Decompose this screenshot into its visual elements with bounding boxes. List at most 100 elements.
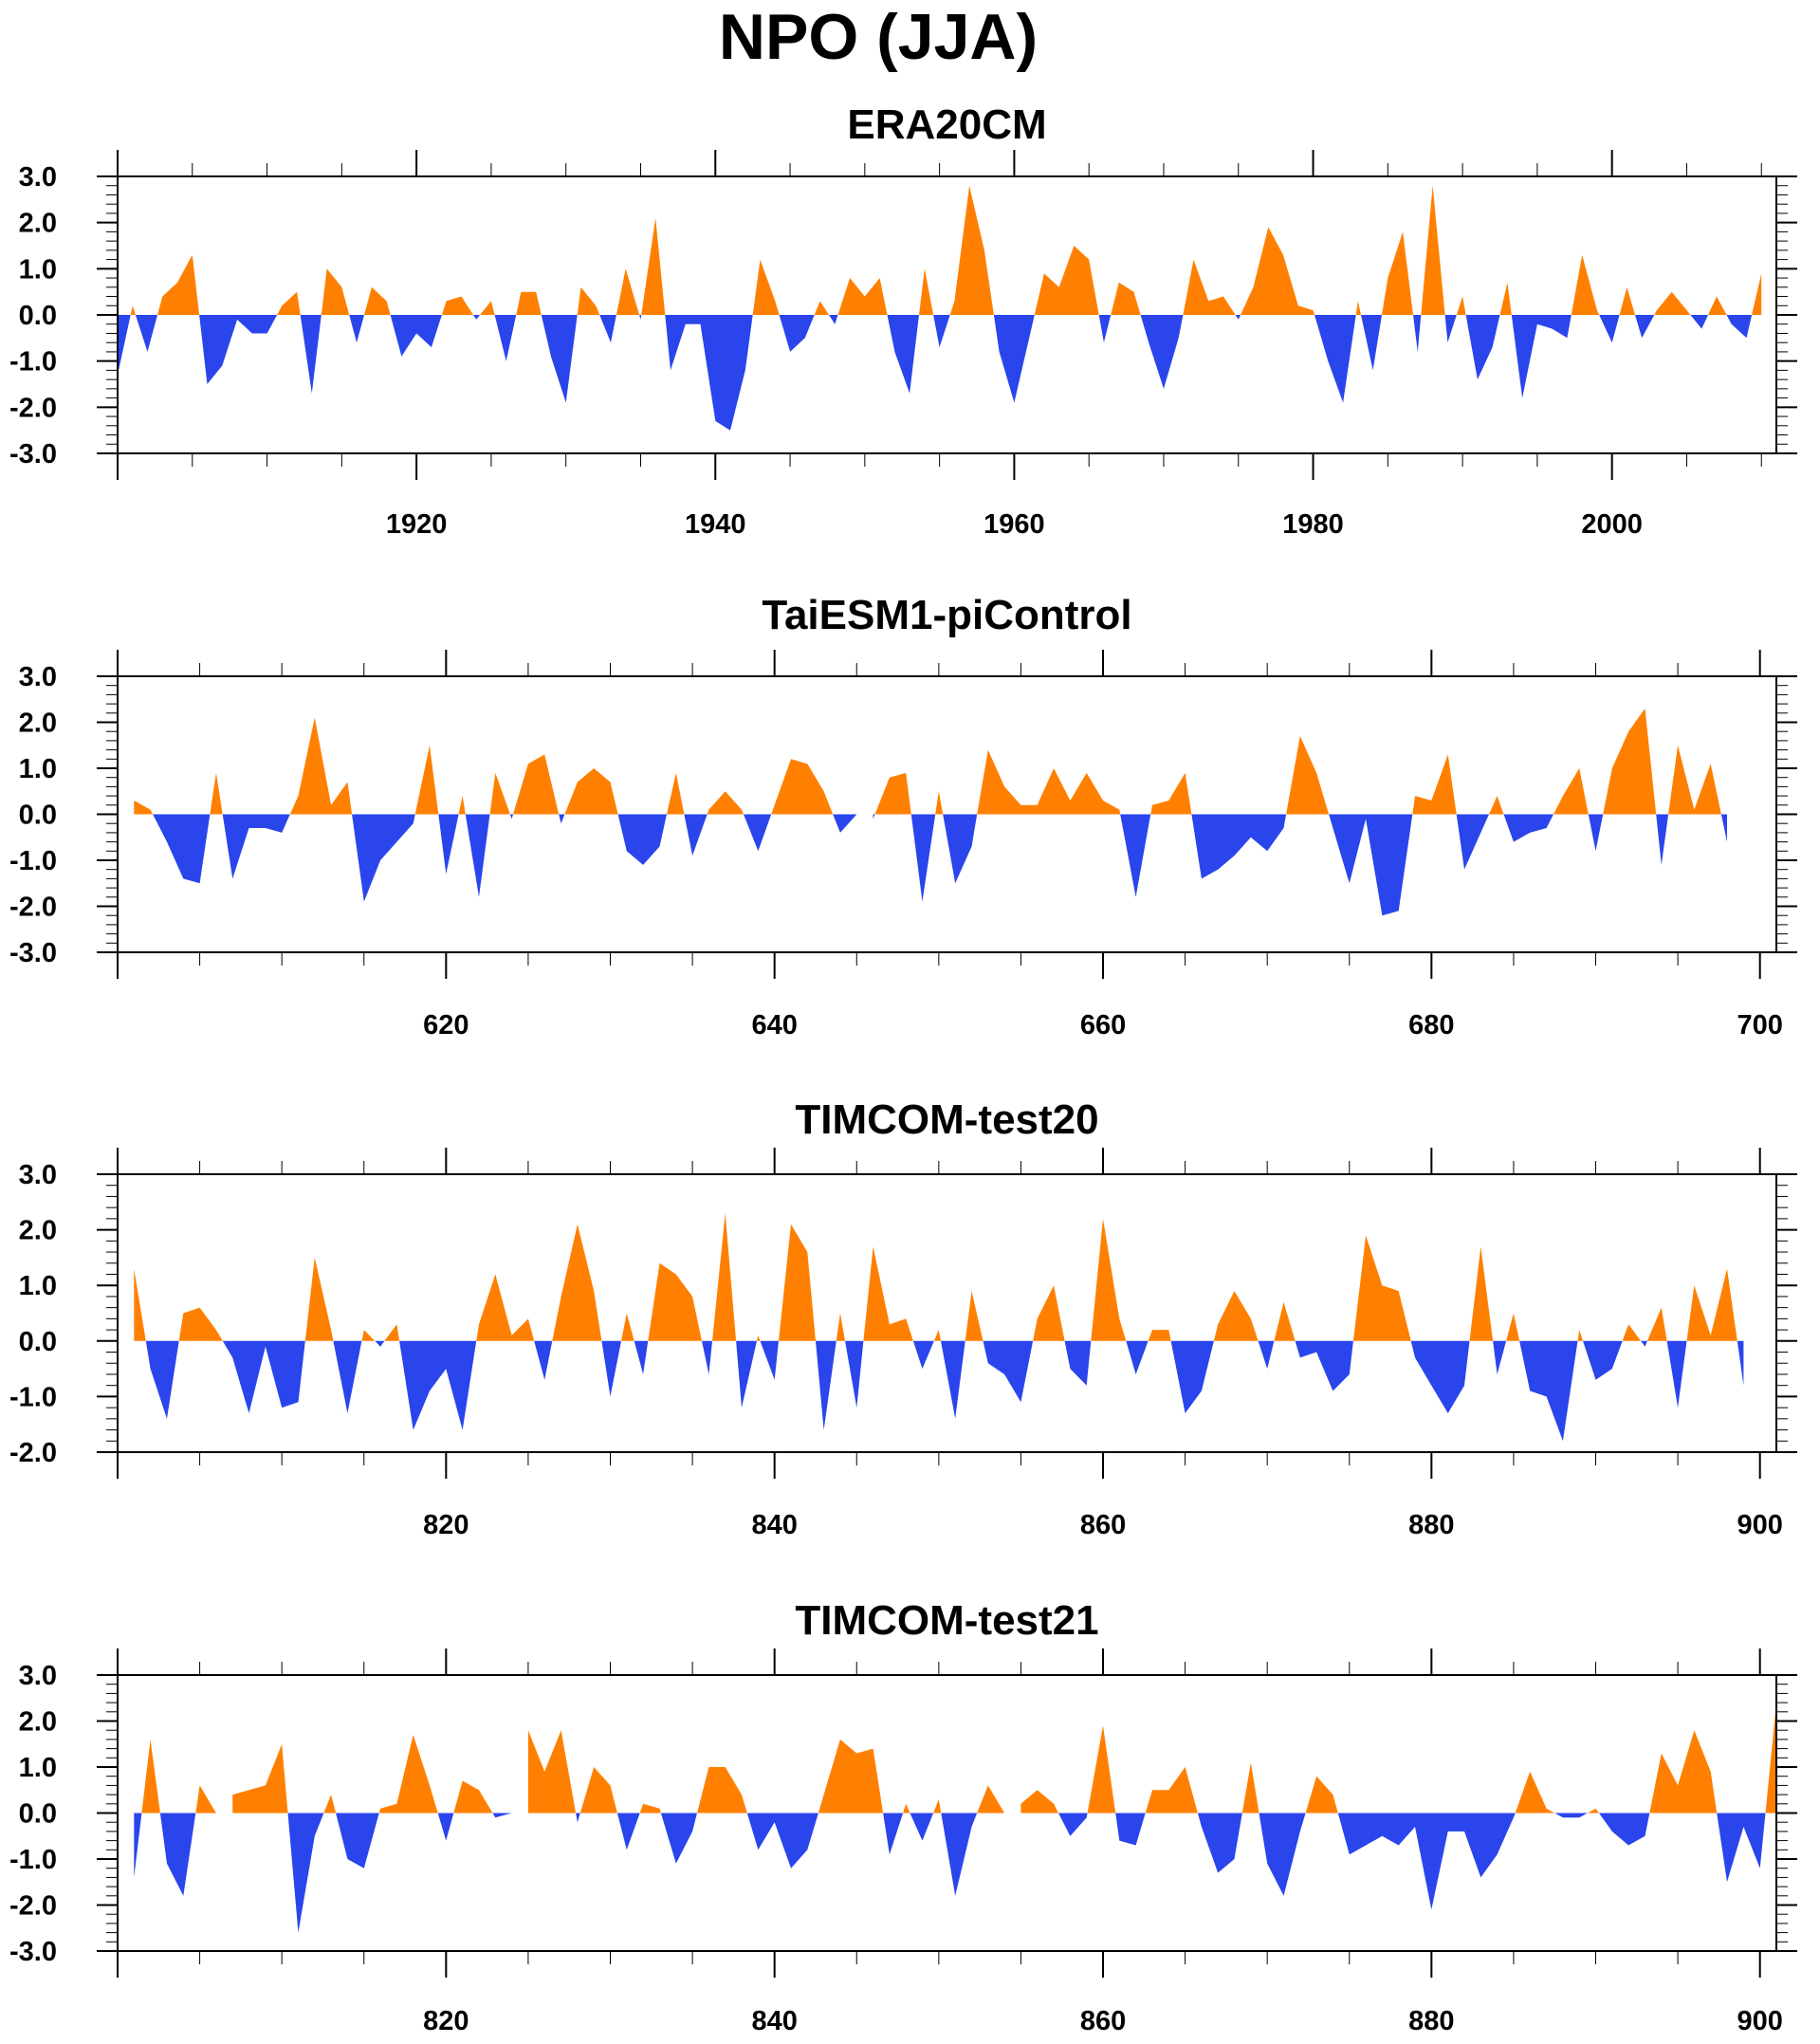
negative-area: [1413, 315, 1422, 352]
positive-area: [289, 717, 353, 815]
y-tick-label: 1.0: [19, 254, 57, 285]
negative-area: [390, 315, 442, 357]
negative-area: [760, 1340, 779, 1380]
negative-area: [134, 1813, 142, 1878]
negative-area: [1170, 1340, 1214, 1413]
positive-area: [441, 296, 473, 315]
positive-area: [933, 1799, 942, 1814]
x-tick-label: 620: [423, 1010, 469, 1040]
positive-area: [757, 1335, 761, 1341]
negative-area: [473, 315, 481, 320]
positive-area: [1145, 1767, 1198, 1814]
negative-area: [1064, 1340, 1092, 1386]
y-tick-label: 1.0: [19, 1753, 57, 1783]
positive-area: [1150, 772, 1192, 815]
positive-area: [949, 185, 994, 315]
negative-area: [1295, 1340, 1353, 1391]
x-tick-label: 660: [1080, 1010, 1126, 1040]
negative-area: [941, 1340, 965, 1419]
negative-area: [601, 1340, 621, 1397]
positive-area: [1654, 291, 1691, 315]
negative-area: [873, 814, 875, 819]
negative-area: [1361, 315, 1382, 371]
panels: ERA20CM -3.0 -2.0 -1.0 0.0 1.0 2.0 3.0 1920 1940 1…: [9, 101, 1797, 2036]
negative-area: [1519, 1340, 1578, 1442]
positive-area: [1499, 282, 1512, 315]
y-tick-label: -3.0: [9, 938, 57, 968]
negative-area: [287, 1813, 324, 1933]
positive-area: [641, 217, 666, 315]
y-tick-label: -1.0: [9, 846, 57, 876]
positive-area: [1305, 1776, 1338, 1814]
positive-area: [1274, 1301, 1296, 1341]
y-tick-label: -3.0: [9, 439, 57, 470]
positive-area: [178, 1307, 223, 1341]
negative-area: [222, 814, 290, 879]
negative-area: [1197, 1813, 1242, 1873]
figure-title: NPO (JJA): [719, 1, 1038, 73]
x-tick-label: 1980: [1282, 509, 1344, 540]
x-tick-label: 860: [1080, 2006, 1126, 2036]
y-tick-label: 0.0: [19, 301, 57, 331]
negative-area: [494, 315, 517, 361]
negative-area: [845, 1340, 864, 1409]
positive-area: [707, 791, 744, 815]
positive-area: [814, 301, 829, 315]
positive-area: [1241, 1762, 1259, 1814]
positive-area: [771, 759, 834, 815]
negative-area: [665, 315, 753, 431]
x-tick-label: 1940: [685, 509, 746, 540]
negative-area: [300, 315, 322, 394]
negative-area: [983, 1340, 1034, 1403]
negative-area: [1120, 814, 1151, 897]
y-tick-label: -2.0: [9, 1891, 57, 1922]
y-tick-label: -1.0: [9, 1382, 57, 1412]
negative-area: [349, 315, 364, 343]
positive-area: [1020, 1790, 1058, 1814]
negative-area: [559, 814, 565, 824]
negative-area: [118, 315, 131, 376]
negative-area: [375, 1340, 385, 1347]
positive-area: [1183, 259, 1236, 315]
x-tick-label: 880: [1408, 1510, 1454, 1540]
negative-area: [1126, 1340, 1149, 1374]
positive-area: [577, 286, 600, 315]
positive-area: [1553, 768, 1589, 815]
negative-area: [1259, 1813, 1306, 1896]
positive-area: [1668, 745, 1721, 815]
y-tick-label: 3.0: [19, 1661, 57, 1691]
panel-title: TIMCOM-test20: [795, 1096, 1098, 1143]
x-tick-label: 860: [1080, 1510, 1126, 1540]
x-tick-label: 640: [751, 1010, 797, 1040]
positive-area: [321, 268, 350, 315]
negative-area: [1314, 315, 1356, 403]
positive-area: [1241, 227, 1314, 315]
panel-3: TIMCOM-test20 -2.0 -1.0 0.0 1.0 2.0 3.0 820 840 8…: [9, 1096, 1797, 1540]
negative-area: [1588, 814, 1604, 852]
negative-area: [1337, 1813, 1516, 1910]
negative-area: [159, 1813, 196, 1896]
negative-area: [437, 1813, 454, 1841]
y-tick-label: 0.0: [19, 1799, 57, 1830]
positive-area: [697, 1767, 747, 1814]
negative-area: [1717, 1813, 1766, 1883]
negative-area: [576, 1813, 580, 1823]
positive-area: [1489, 796, 1504, 815]
negative-area: [616, 1813, 640, 1851]
positive-area: [277, 291, 301, 315]
positive-area: [752, 259, 780, 315]
panel-title: TIMCOM-test21: [795, 1597, 1098, 1644]
y-tick-label: -2.0: [9, 1438, 57, 1468]
negative-area: [399, 1340, 477, 1430]
negative-area: [617, 814, 667, 865]
positive-area: [1577, 1330, 1583, 1341]
positive-area: [836, 1313, 845, 1341]
negative-area: [639, 315, 642, 320]
positive-area: [1622, 1324, 1642, 1341]
negative-area: [634, 1340, 649, 1374]
negative-area: [1098, 315, 1112, 343]
negative-area: [599, 315, 616, 343]
negative-area: [1235, 315, 1241, 320]
positive-area: [903, 1803, 910, 1814]
